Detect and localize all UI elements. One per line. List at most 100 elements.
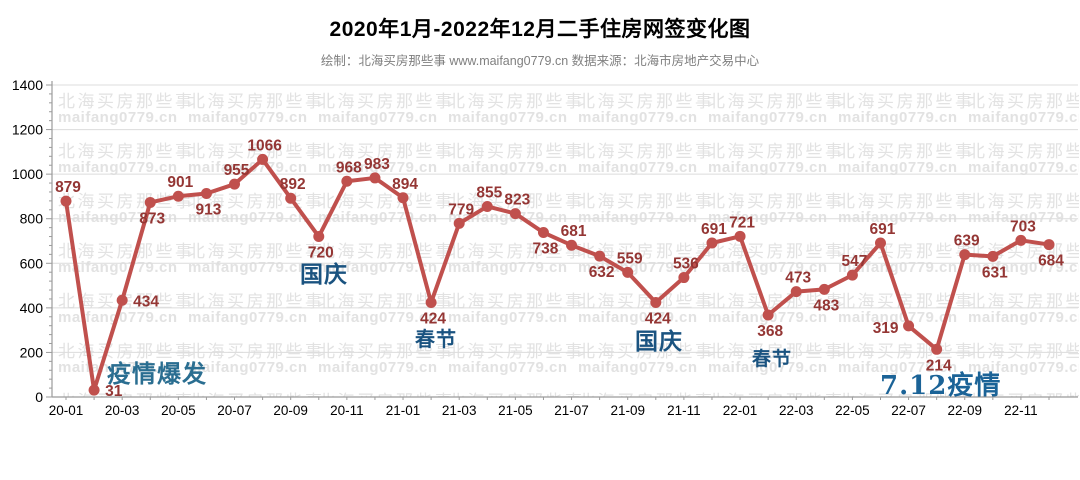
x-tick-label: 20-11 xyxy=(330,403,364,418)
x-tick-label: 20-03 xyxy=(105,403,140,418)
x-tick-label: 22-05 xyxy=(835,403,870,418)
data-point xyxy=(874,237,886,249)
x-axis: 20-01 20-03 20-05 20-07 20-09 20-11 21-01 21-03… xyxy=(49,396,1078,418)
gridlines xyxy=(52,84,1078,353)
data-label: 1066 xyxy=(247,137,282,154)
watermark-text-site: maifang0779.cn xyxy=(968,159,1080,176)
watermark-text-cn: 北海买房那些事 xyxy=(968,392,1080,412)
watermark-text-cn: 北海买房那些事 xyxy=(188,142,325,162)
data-points xyxy=(60,153,1055,396)
data-label: 536 xyxy=(673,256,699,273)
watermark-text-site: maifang0779.cn xyxy=(448,309,568,326)
y-tick-label: 400 xyxy=(20,300,44,316)
data-label: 779 xyxy=(448,201,474,218)
data-point xyxy=(116,294,128,306)
y-axis: 0 200 400 600 800 1000 1200 1400 xyxy=(12,77,53,405)
watermark-text-cn: 北海买房那些事 xyxy=(448,192,585,212)
watermark-text-site: maifang0779.cn xyxy=(578,159,698,176)
annotation-疫情爆发: 疫情爆发 xyxy=(107,359,207,388)
watermark-text-cn: 北海买房那些事 xyxy=(968,192,1080,212)
x-tick-label: 21-11 xyxy=(667,403,701,418)
watermark-text-cn: 北海买房那些事 xyxy=(708,242,845,262)
data-label: 955 xyxy=(224,162,250,179)
x-tick-label: 22-01 xyxy=(723,403,758,418)
data-label: 720 xyxy=(308,245,334,262)
x-tick-label: 21-05 xyxy=(498,403,533,418)
watermark-text-cn: 北海买房那些事 xyxy=(578,392,715,412)
watermark-text-site: maifang0779.cn xyxy=(318,109,438,126)
y-tick-label: 800 xyxy=(20,211,44,227)
x-tick-label: 22-09 xyxy=(947,403,982,418)
data-point xyxy=(229,178,241,190)
x-tick-label: 21-09 xyxy=(610,403,645,418)
watermark-text-site: maifang0779.cn xyxy=(708,109,828,126)
data-point xyxy=(678,272,690,284)
watermark-text-cn: 北海买房那些事 xyxy=(448,392,585,412)
data-label: 703 xyxy=(1010,218,1036,235)
data-point xyxy=(369,172,381,184)
data-point xyxy=(453,217,465,229)
watermark-text-site: maifang0779.cn xyxy=(58,359,178,376)
watermark-text-cn: 北海买房那些事 xyxy=(838,92,975,112)
chart-subtitle: 绘制：北海买房那些事 www.maifang0779.cn 数据来源：北海市房地… xyxy=(320,54,760,68)
watermark-text-cn: 北海买房那些事 xyxy=(58,92,195,112)
watermark-text-site: maifang0779.cn xyxy=(708,359,828,376)
data-label: 879 xyxy=(55,179,81,196)
data-point xyxy=(285,192,297,204)
watermark-text-cn: 北海买房那些事 xyxy=(58,242,195,262)
watermark-text-site: maifang0779.cn xyxy=(448,159,568,176)
watermark-text-site: maifang0779.cn xyxy=(838,209,958,226)
y-tick-label: 200 xyxy=(20,344,44,360)
data-label: 873 xyxy=(139,210,165,227)
data-label: 855 xyxy=(476,184,502,201)
data-point xyxy=(818,283,830,295)
data-label: 483 xyxy=(813,297,839,314)
watermark-text-site: maifang0779.cn xyxy=(708,159,828,176)
watermark-text-cn: 北海买房那些事 xyxy=(578,142,715,162)
data-point xyxy=(257,153,269,165)
data-point xyxy=(959,249,971,261)
data-point xyxy=(706,237,718,249)
watermark-text-site: maifang0779.cn xyxy=(318,159,438,176)
watermark-text-cn: 北海买房那些事 xyxy=(578,292,715,312)
watermark-text-cn: 北海买房那些事 xyxy=(58,392,195,412)
data-point xyxy=(144,196,156,208)
watermark-text-cn: 北海买房那些事 xyxy=(708,92,845,112)
watermark-text-site: maifang0779.cn xyxy=(448,259,568,276)
watermark-text-site: maifang0779.cn xyxy=(968,109,1080,126)
watermark-text-cn: 北海买房那些事 xyxy=(448,292,585,312)
data-label: 823 xyxy=(504,192,530,209)
data-label: 983 xyxy=(364,156,390,173)
watermark-text-cn: 北海买房那些事 xyxy=(838,142,975,162)
watermark-text-cn: 北海买房那些事 xyxy=(58,142,195,162)
watermark-text-cn: 北海买房那些事 xyxy=(578,192,715,212)
watermark-text-cn: 北海买房那些事 xyxy=(838,392,975,412)
watermark-text-site: maifang0779.cn xyxy=(188,259,308,276)
data-point xyxy=(790,286,802,298)
watermark-text-site: maifang0779.cn xyxy=(578,209,698,226)
x-tick-label: 20-09 xyxy=(273,403,308,418)
watermark-text-site: maifang0779.cn xyxy=(188,359,308,376)
watermark-text-cn: 北海买房那些事 xyxy=(318,392,455,412)
y-tick-label: 1200 xyxy=(12,122,43,138)
watermark-text-cn: 北海买房那些事 xyxy=(318,142,455,162)
data-label: 691 xyxy=(701,221,727,238)
data-label: 547 xyxy=(841,253,867,270)
watermark-text-site: maifang0779.cn xyxy=(578,309,698,326)
watermark-text-cn: 北海买房那些事 xyxy=(448,92,585,112)
watermark-text-cn: 北海买房那些事 xyxy=(188,392,325,412)
data-point xyxy=(537,227,549,239)
data-point xyxy=(594,250,606,262)
watermark-text-cn: 北海买房那些事 xyxy=(448,242,585,262)
watermark-text-site: maifang0779.cn xyxy=(838,159,958,176)
watermark-text-cn: 北海买房那些事 xyxy=(968,142,1080,162)
watermark-text-cn: 北海买房那些事 xyxy=(968,92,1080,112)
data-label: 968 xyxy=(336,159,362,176)
watermark-text-site: maifang0779.cn xyxy=(318,359,438,376)
watermark-text-site: maifang0779.cn xyxy=(188,309,308,326)
data-point xyxy=(88,384,100,396)
data-label: 214 xyxy=(926,357,952,374)
data-label: 631 xyxy=(982,264,1008,281)
